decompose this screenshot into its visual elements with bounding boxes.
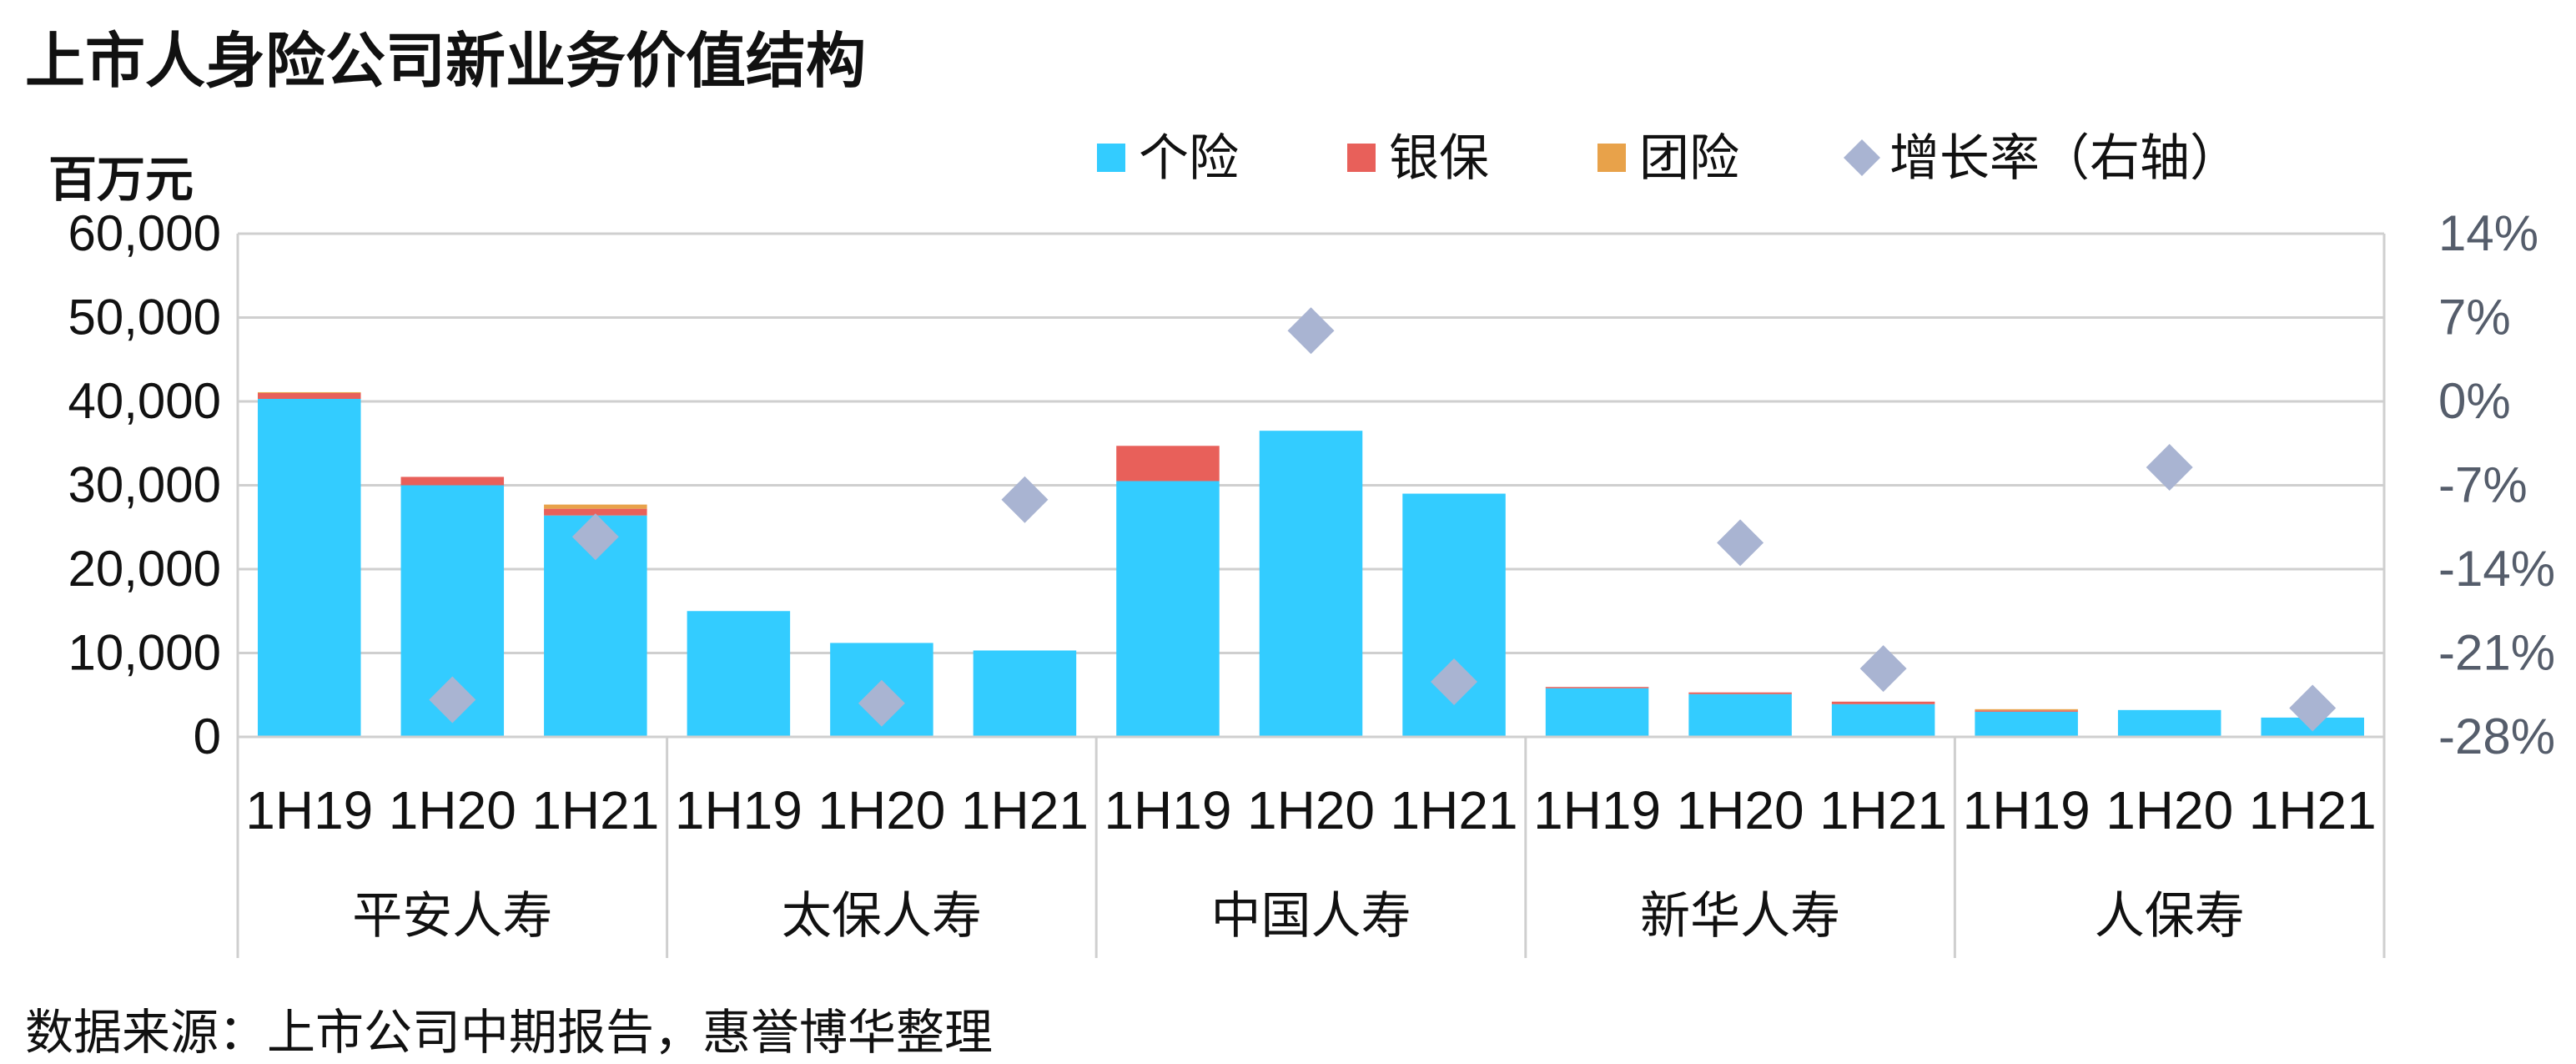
x-tick-label: 1H21 xyxy=(961,780,1089,840)
growth-marker xyxy=(571,513,619,561)
legend-swatch xyxy=(1097,144,1125,172)
y-tick-label: 50,000 xyxy=(68,290,221,345)
y-axis-label: 百万元 xyxy=(48,151,194,208)
legend-item: 团险 xyxy=(1597,129,1739,188)
bar-segment xyxy=(400,477,505,486)
group-label: 平安人寿 xyxy=(352,887,552,945)
y-tick-label: 30,000 xyxy=(68,457,221,513)
bar-segment xyxy=(1688,693,1792,737)
x-tick-label: 1H19 xyxy=(1533,780,1661,840)
legend-label: 个险 xyxy=(1139,129,1239,188)
x-tick-label: 1H20 xyxy=(818,780,945,840)
x-tick-label: 1H20 xyxy=(1247,780,1375,840)
bar-segment xyxy=(1975,708,2078,711)
chart-title: 上市人身险公司新业务价值结构 xyxy=(25,26,867,96)
growth-marker xyxy=(429,676,476,724)
bar-segment xyxy=(2117,709,2221,737)
bar-segment xyxy=(1975,710,2078,712)
x-tick-label: 1H19 xyxy=(675,780,802,840)
growth-marker xyxy=(1001,476,1049,523)
x-tick-label: 1H21 xyxy=(1819,780,1947,840)
x-tick-label: 1H20 xyxy=(389,780,516,840)
legend: 个险 银保 团险 增长率（右轴） xyxy=(1097,129,2240,188)
y2-tick-label: 14% xyxy=(2438,205,2538,261)
growth-marker xyxy=(2289,684,2337,732)
bar-segment xyxy=(1259,431,1363,737)
bar-segment xyxy=(1116,446,1220,482)
growth-marker xyxy=(1431,658,1478,705)
group-label: 人保寿 xyxy=(2095,887,2245,945)
bar-segment xyxy=(258,391,361,393)
y2-tick-label: -28% xyxy=(2438,708,2555,764)
y2-tick-label: 0% xyxy=(2438,373,2511,429)
y-tick-label: 10,000 xyxy=(68,625,221,681)
y-tick-label: 0 xyxy=(194,708,221,764)
y-tick-label: 20,000 xyxy=(68,541,221,597)
x-tick-label: 1H20 xyxy=(1677,780,1804,840)
bar-segment xyxy=(544,504,647,509)
bar-segment xyxy=(1545,687,1649,688)
growth-marker xyxy=(1287,307,1335,355)
y2-tick-label: -21% xyxy=(2438,625,2555,681)
legend-label: 团险 xyxy=(1639,129,1739,188)
growth-marker xyxy=(858,679,905,727)
bar-segment xyxy=(1116,481,1220,737)
x-tick-label: 1H19 xyxy=(1963,780,2090,840)
bar-segment xyxy=(687,611,791,737)
legend-label: 增长率（右轴） xyxy=(1889,129,2240,188)
y-tick-label: 60,000 xyxy=(68,205,221,261)
growth-marker xyxy=(2146,443,2193,491)
x-tick-label: 1H20 xyxy=(2106,780,2233,840)
legend-label: 银保 xyxy=(1389,129,1489,188)
bar-segment xyxy=(1975,711,2078,737)
legend-item: 个险 xyxy=(1097,129,1239,188)
legend-item: 银保 xyxy=(1347,129,1489,188)
source-note: 数据来源：上市公司中期报告，惠誉博华整理 xyxy=(25,1004,994,1061)
legend-swatch xyxy=(1844,139,1880,176)
bar-segment xyxy=(1545,688,1649,737)
growth-markers xyxy=(429,307,2337,732)
bar-segment xyxy=(1831,703,1935,737)
legend-item: 增长率（右轴） xyxy=(1844,129,2240,188)
y2-tick-label: 7% xyxy=(2438,290,2511,345)
growth-marker xyxy=(1717,519,1764,567)
axes: 60,000 50,000 40,000 30,000 20,000 10,000 0 14%… xyxy=(68,205,2555,958)
bar-segment xyxy=(1688,692,1792,694)
bar-segment xyxy=(258,398,361,737)
group-label: 新华人寿 xyxy=(1640,887,1840,945)
legend-swatch xyxy=(1347,144,1376,172)
y2-tick-label: -14% xyxy=(2438,541,2555,597)
group-label: 中国人寿 xyxy=(1211,887,1411,945)
x-tick-label: 1H21 xyxy=(1391,780,1518,840)
bar-segment xyxy=(258,392,361,399)
bar-segment xyxy=(1831,701,1935,704)
bars xyxy=(258,391,2364,737)
growth-marker xyxy=(1859,645,1907,693)
x-tick-label: 1H21 xyxy=(531,780,659,840)
y2-tick-label: -7% xyxy=(2438,457,2528,513)
group-label: 太保人寿 xyxy=(782,887,982,945)
y-tick-label: 40,000 xyxy=(68,373,221,429)
x-tick-label: 1H19 xyxy=(1104,780,1231,840)
bar-segment xyxy=(544,508,647,516)
x-tick-label: 1H19 xyxy=(245,780,373,840)
x-tick-label: 1H21 xyxy=(2249,780,2377,840)
legend-swatch xyxy=(1597,144,1626,172)
bar-segment xyxy=(973,650,1077,737)
